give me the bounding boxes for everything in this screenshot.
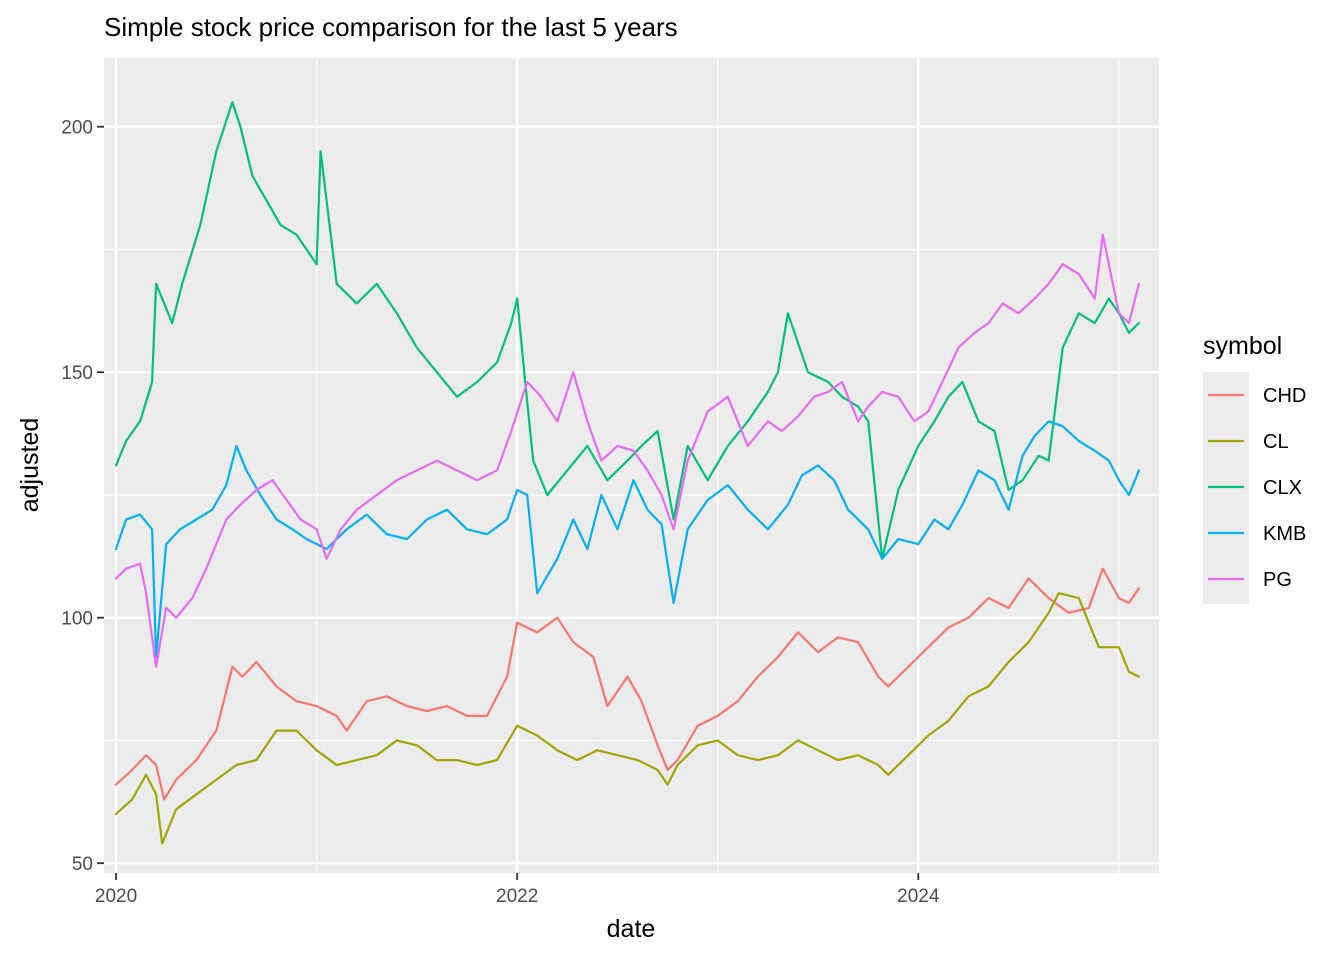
y-tick-label: 50 [72, 854, 93, 875]
series-line-clx [114, 101, 1140, 560]
plot-panel [104, 58, 1159, 873]
x-tick-label: 2020 [95, 886, 137, 907]
series-line-kmb [114, 420, 1140, 659]
legend-label-pg: PG [1263, 569, 1292, 591]
legend: symbol CHD CL CLX KMB PG [1203, 332, 1306, 604]
legend-label-kmb: KMB [1263, 523, 1306, 545]
x-tick-label: 2022 [496, 886, 538, 907]
legend-label-cl: CL [1263, 431, 1289, 453]
series-lines [114, 101, 1140, 845]
y-tick-label: 150 [61, 363, 93, 384]
legend-label-chd: CHD [1263, 385, 1306, 407]
y-axis-title: adjusted [16, 418, 44, 513]
x-axis-ticks: 2020 2022 2024 [95, 873, 940, 907]
y-axis-ticks: 50 100 150 200 [61, 118, 104, 875]
minor-gridlines [104, 58, 1159, 873]
legend-label-clx: CLX [1263, 477, 1302, 499]
legend-title: symbol [1203, 332, 1282, 360]
series-line-pg [114, 233, 1140, 668]
series-line-cl [114, 592, 1140, 845]
x-tick-label: 2024 [897, 886, 940, 907]
chart-title: Simple stock price comparison for the la… [104, 12, 678, 42]
y-tick-label: 200 [61, 118, 93, 139]
x-axis-title: date [607, 915, 656, 943]
y-tick-label: 100 [61, 609, 93, 630]
series-line-chd [114, 567, 1140, 801]
